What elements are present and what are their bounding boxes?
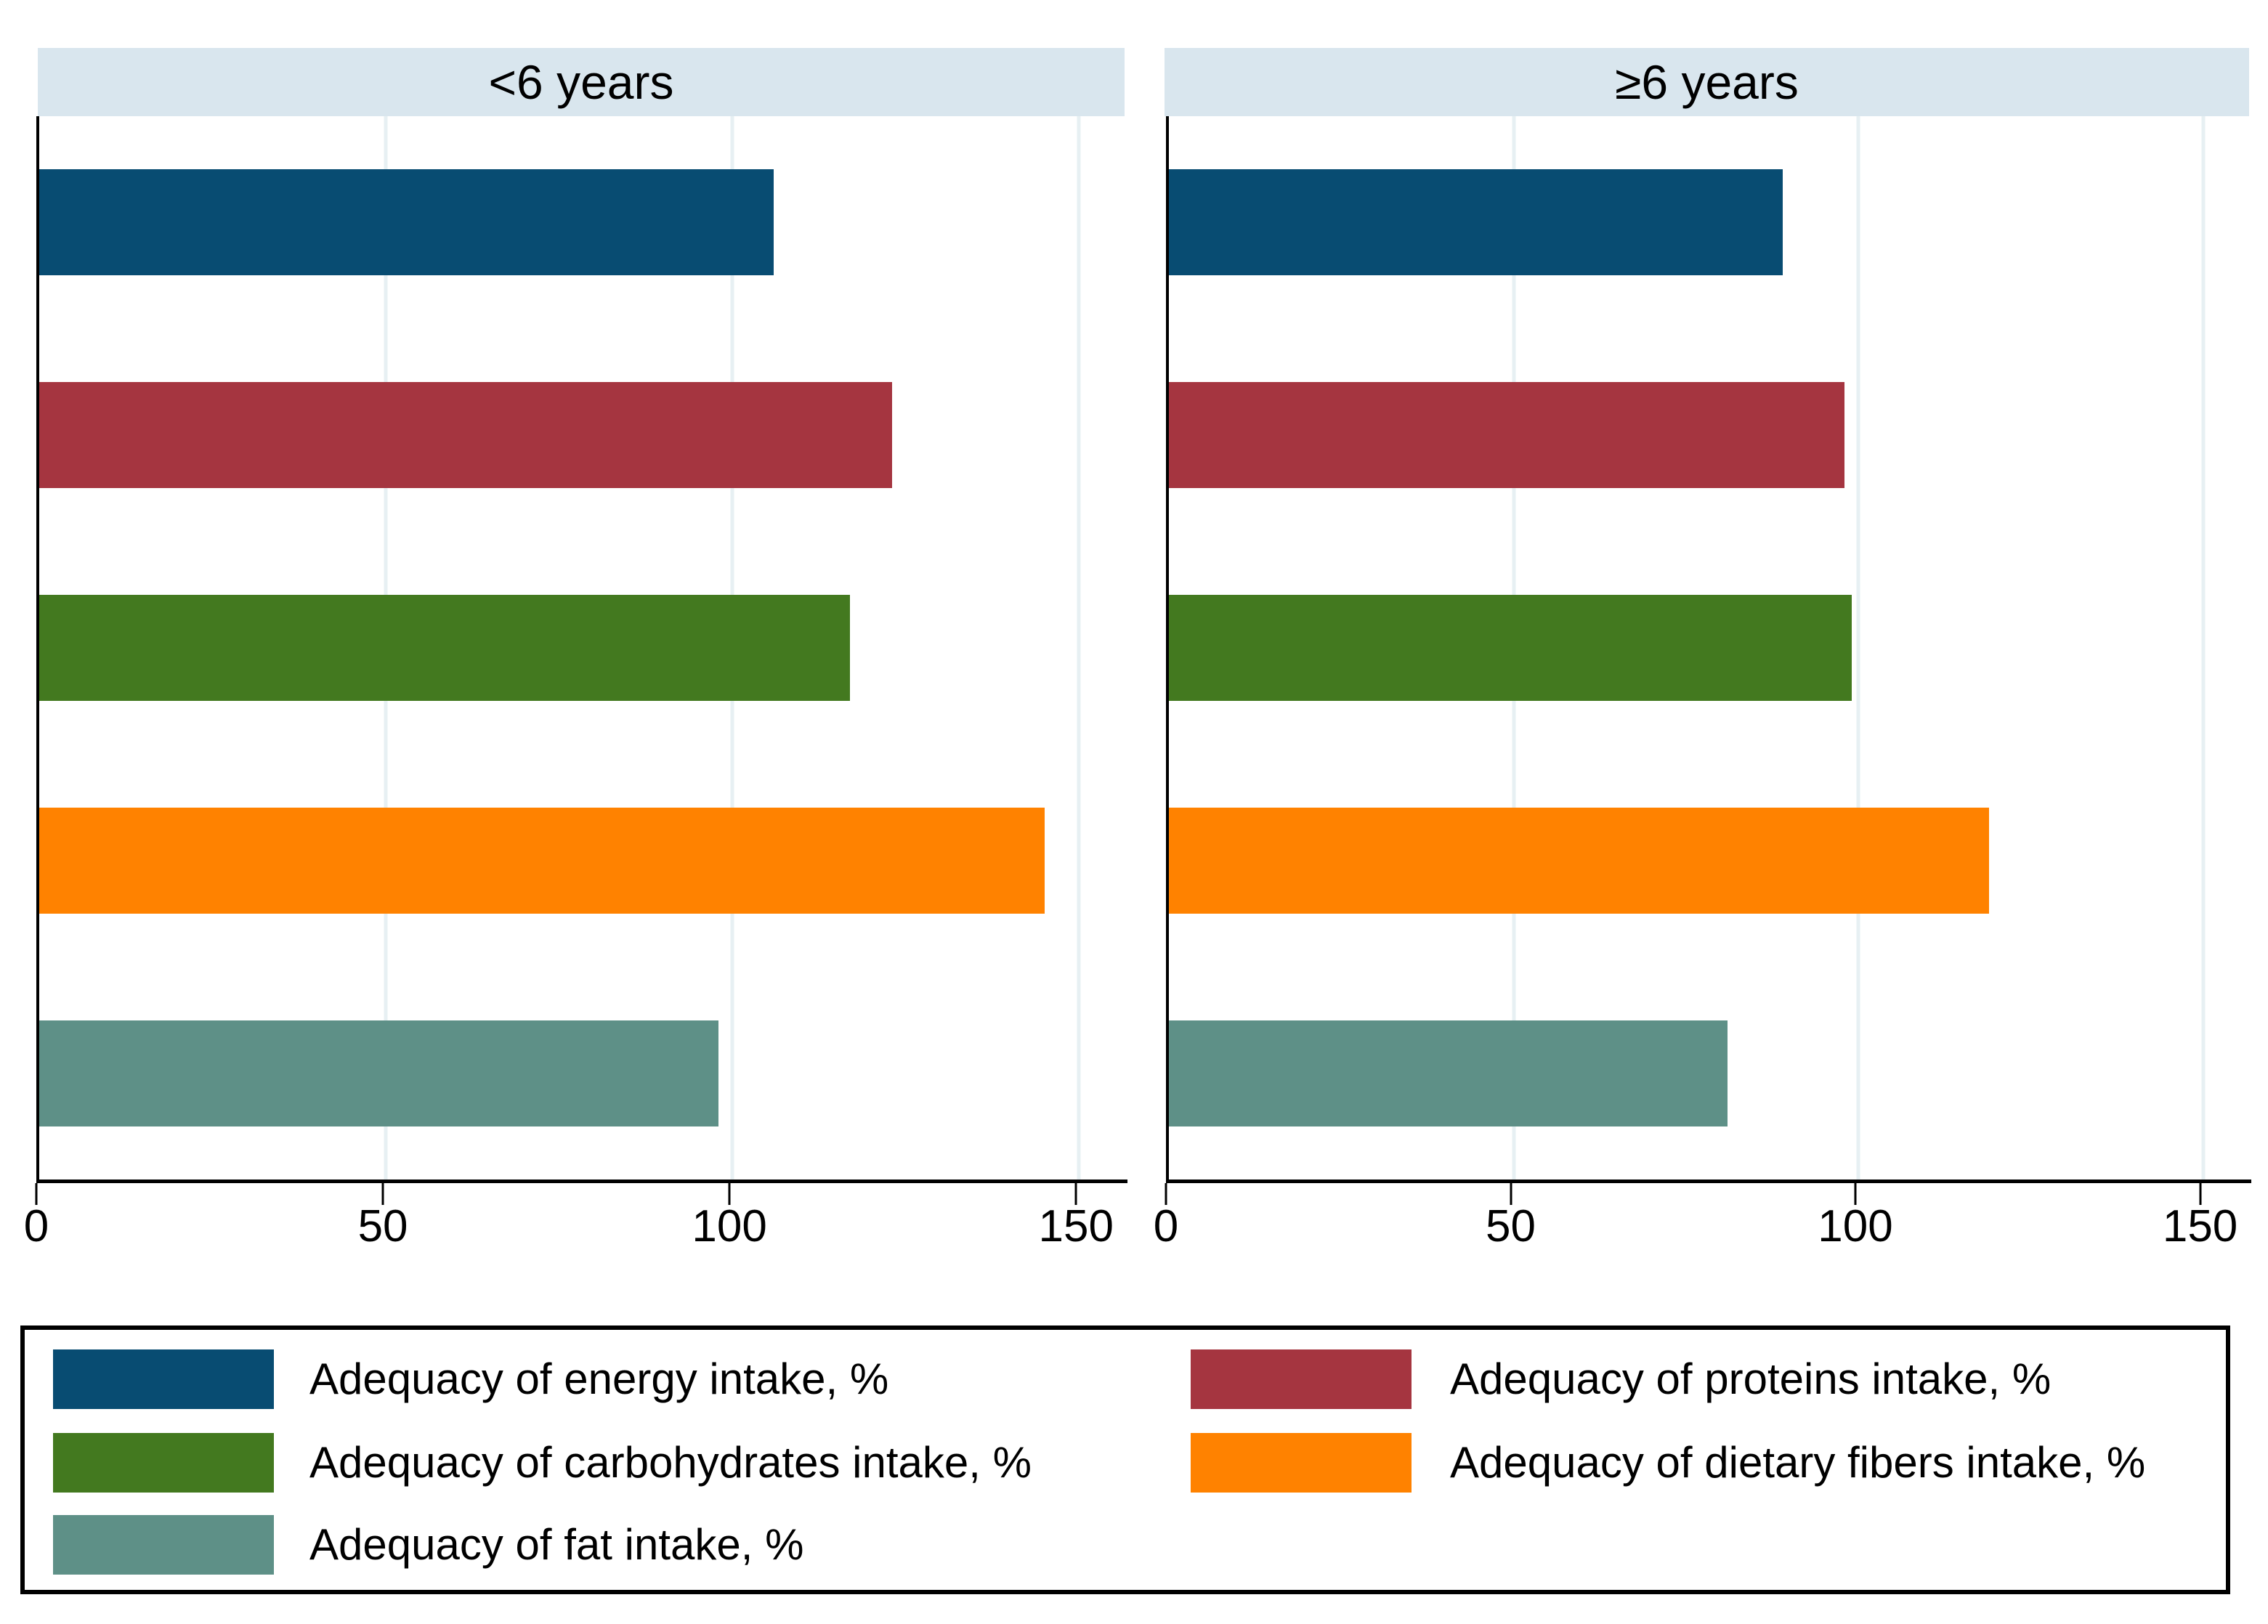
panel-title-6-years-and-over: ≥6 years (1165, 48, 2249, 116)
x-tick-mark-150-panel0 (1074, 1183, 1077, 1205)
legend-swatch-series0 (53, 1349, 274, 1409)
legend-label-series4: Adequacy of fat intake, % (309, 1520, 804, 1569)
bar-panel0-series4 (39, 1020, 719, 1126)
x-tick-label-50-panel1: 50 (1486, 1201, 1536, 1251)
legend-swatch-series1 (1191, 1349, 1412, 1409)
x-tick-label-100-panel0: 100 (692, 1201, 767, 1251)
bar-panel1-series1 (1169, 382, 1845, 488)
x-tick-label-0-panel1: 0 (1153, 1201, 1179, 1251)
legend-swatch-series4 (53, 1515, 274, 1575)
x-tick-label-0-panel0: 0 (23, 1201, 49, 1251)
bar-panel1-series3 (1169, 808, 1990, 914)
panel-title-under-6-years: <6 years (38, 48, 1125, 116)
bar-panel0-series0 (39, 169, 774, 275)
plot-area-under-6-years (36, 116, 1127, 1183)
x-tick-mark-150-panel1 (2199, 1183, 2202, 1205)
legend-swatch-series2 (53, 1433, 274, 1493)
x-tick-mark-0-panel0 (35, 1183, 38, 1205)
legend: Adequacy of energy intake, % Adequacy of … (20, 1325, 2230, 1594)
x-tick-label-100-panel1: 100 (1818, 1201, 1893, 1251)
bar-panel0-series3 (39, 808, 1045, 914)
x-tick-mark-50-panel1 (1510, 1183, 1512, 1205)
bar-panel1-series4 (1169, 1020, 1728, 1126)
x-tick-label-150-panel0: 150 (1038, 1201, 1114, 1251)
gridline-x-100 (1856, 116, 1860, 1180)
x-tick-label-50-panel0: 50 (357, 1201, 408, 1251)
legend-label-series1: Adequacy of proteins intake, % (1450, 1355, 2052, 1403)
bar-panel1-series2 (1169, 595, 1852, 701)
bar-panel0-series1 (39, 382, 892, 488)
x-tick-label-150-panel1: 150 (2162, 1201, 2238, 1251)
legend-swatch-series3 (1191, 1433, 1412, 1493)
bar-panel1-series0 (1169, 169, 1783, 275)
bar-panel0-series2 (39, 595, 851, 701)
legend-label-series3: Adequacy of dietary fibers intake, % (1450, 1438, 2146, 1487)
gridline-x-150 (2201, 116, 2206, 1180)
plot-area-6-years-and-over (1166, 116, 2251, 1183)
x-tick-mark-100-panel0 (728, 1183, 731, 1205)
gridline-x-150 (1077, 116, 1081, 1180)
legend-label-series0: Adequacy of energy intake, % (309, 1355, 889, 1403)
x-tick-mark-100-panel1 (1854, 1183, 1857, 1205)
x-tick-mark-0-panel1 (1165, 1183, 1167, 1205)
legend-label-series2: Adequacy of carbohydrates intake, % (309, 1438, 1032, 1487)
x-tick-mark-50-panel0 (381, 1183, 384, 1205)
